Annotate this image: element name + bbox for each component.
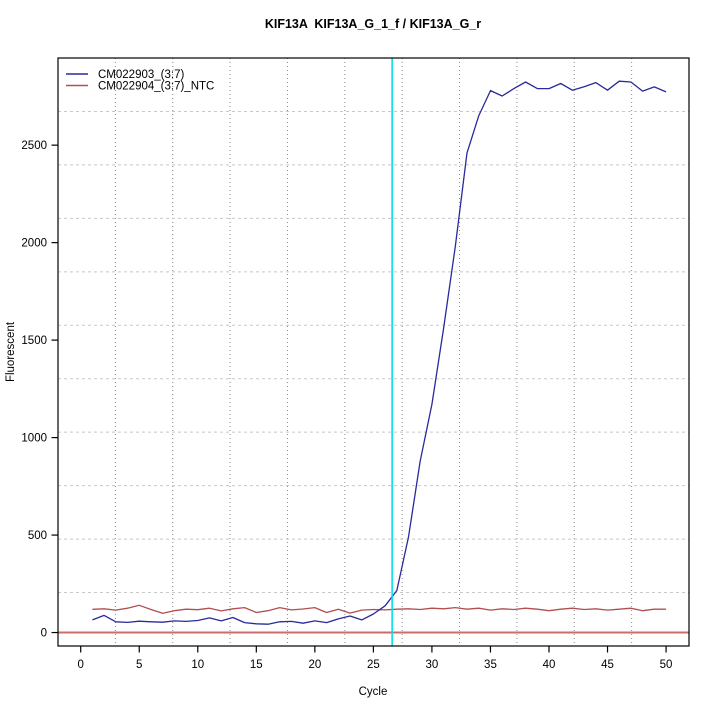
y-tick-label: 1500 — [21, 335, 47, 347]
x-tick-label: 50 — [660, 659, 673, 671]
y-tick-label: 0 — [41, 628, 47, 640]
x-axis-title: Cycle — [359, 686, 388, 698]
x-tick-label: 30 — [426, 659, 439, 671]
x-tick-label: 20 — [308, 659, 321, 671]
plot-border — [57, 57, 690, 647]
x-tick-label: 5 — [136, 659, 142, 671]
x-tick-label: 45 — [601, 659, 614, 671]
y-tick-label: 1000 — [21, 433, 47, 445]
x-tick-label: 40 — [543, 659, 556, 671]
x-tick-label: 0 — [78, 659, 84, 671]
y-axis-title: Fluorescent — [5, 321, 17, 382]
legend: CM022903_(3:7) CM022904_(3:7)_NTC — [66, 69, 214, 93]
legend-label-ntc: CM022904_(3:7)_NTC — [98, 81, 214, 93]
y-tick-label: 500 — [28, 530, 47, 542]
y-tick-label: 2000 — [21, 238, 47, 250]
legend-label-sample: CM022903_(3:7) — [98, 69, 184, 81]
chart-title: KIF13A KIF13A_G_1_f / KIF13A_G_r — [265, 17, 481, 31]
x-tick-label: 25 — [367, 659, 380, 671]
x-tick-label: 15 — [250, 659, 263, 671]
x-tick-label: 10 — [191, 659, 204, 671]
x-tick-label: 35 — [484, 659, 497, 671]
series-line-cm022903-3-7- — [92, 80, 667, 625]
y-tick-label: 2500 — [21, 140, 47, 152]
